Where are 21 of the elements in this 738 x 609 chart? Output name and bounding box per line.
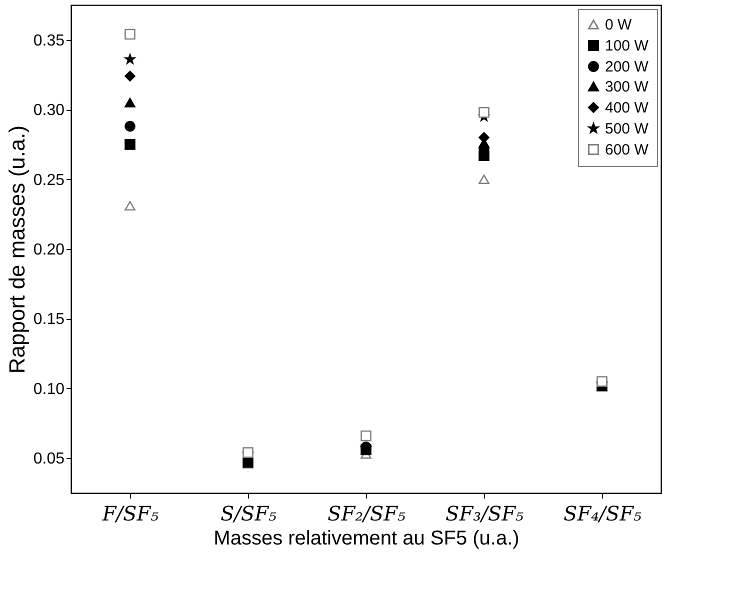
y-tick-label: 0.05 (33, 450, 65, 468)
x-tick-label: S/SF₅ (220, 502, 277, 526)
legend-label: 0 W (605, 16, 633, 34)
legend-label: 600 W (605, 142, 650, 158)
legend-label: 500 W (605, 120, 650, 138)
y-tick-label: 0.10 (33, 380, 65, 398)
x-tick-label: F/SF₅ (101, 502, 159, 526)
y-axis-title: Rapport de masses (u.a.) (4, 125, 30, 374)
y-tick-label: 0.35 (33, 32, 65, 50)
y-tick-label: 0.20 (33, 242, 65, 258)
legend-label: 400 W (605, 100, 650, 116)
legend-label: 300 W (605, 78, 650, 96)
legend-label: 100 W (605, 38, 650, 54)
x-tick-label: SF₄/SF₅ (564, 502, 642, 526)
legend-label: 200 W (605, 58, 650, 76)
x-tick-label: SF₃/SF₅ (446, 502, 524, 526)
y-tick-label: 0.30 (33, 102, 65, 120)
y-tick-label: 0.15 (33, 311, 65, 328)
x-tick-label: SF₂/SF₅ (328, 502, 406, 526)
y-tick-label: 0.25 (33, 172, 65, 189)
x-axis-title: Masses relativement au SF5 (u.a.) (214, 528, 520, 550)
